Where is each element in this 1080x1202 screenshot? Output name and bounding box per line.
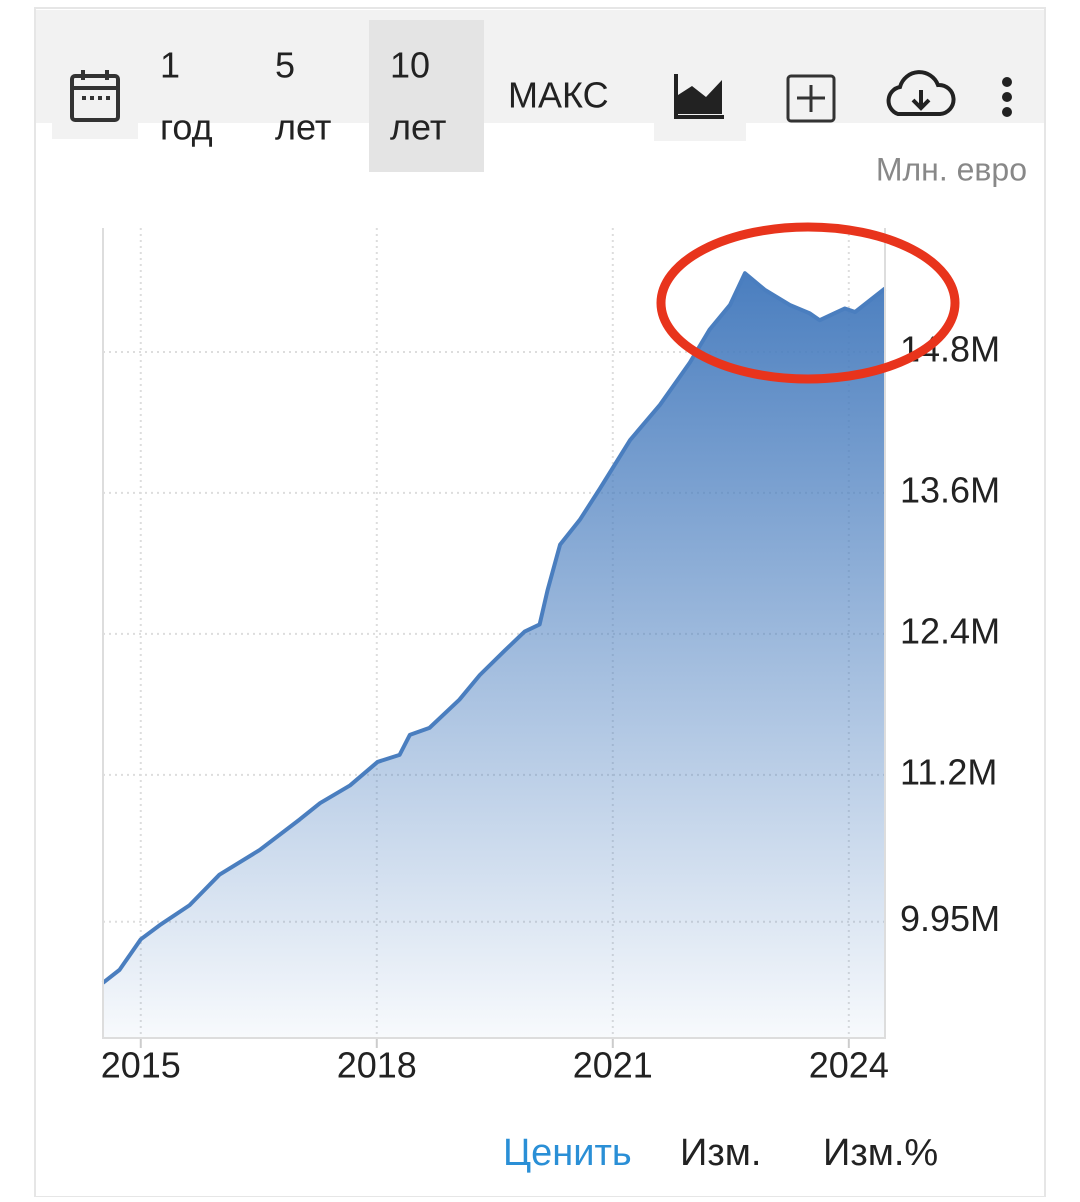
line	[101, 271, 887, 985]
compare-icon[interactable]	[786, 74, 836, 123]
range-max[interactable]: МАКС	[508, 75, 609, 116]
x-tick-label: 2024	[809, 1045, 889, 1086]
range-number[interactable]: 10	[390, 45, 430, 86]
y-tick-label: 14.8M	[900, 328, 1000, 369]
unit-label: Млн. евро	[876, 151, 1027, 187]
tab[interactable]: Изм.	[680, 1132, 761, 1174]
x-tick-label: 2015	[101, 1045, 181, 1086]
y-tick-label: 13.6M	[900, 469, 1000, 510]
x-tick-label: 2018	[337, 1045, 417, 1086]
highlight-ellipse	[656, 222, 960, 384]
range-number[interactable]: 1	[160, 45, 180, 86]
y-tick-label: 12.4M	[900, 610, 1000, 651]
download-icon[interactable]	[886, 70, 956, 116]
range-unit[interactable]: лет	[390, 107, 446, 148]
tab[interactable]: Ценить	[503, 1132, 632, 1174]
y-tick-label: 9.95M	[900, 898, 1000, 939]
more-icon[interactable]	[1002, 77, 1012, 117]
area	[103, 273, 885, 1039]
toolbar-tab	[654, 123, 746, 141]
range-unit[interactable]: лет	[275, 107, 331, 148]
toolbar	[36, 10, 1044, 123]
axis-frame	[102, 228, 886, 1039]
tab[interactable]: Изм.%	[823, 1132, 938, 1174]
x-tick-label: 2021	[573, 1045, 653, 1086]
toolbar-tab	[52, 123, 138, 139]
calendar-icon[interactable]	[70, 70, 120, 122]
range-selected[interactable]	[369, 20, 484, 172]
y-tick-label: 11.2M	[900, 751, 997, 792]
range-unit[interactable]: год	[160, 107, 213, 148]
range-number[interactable]: 5	[275, 45, 295, 86]
chart-type-icon[interactable]	[674, 74, 724, 119]
